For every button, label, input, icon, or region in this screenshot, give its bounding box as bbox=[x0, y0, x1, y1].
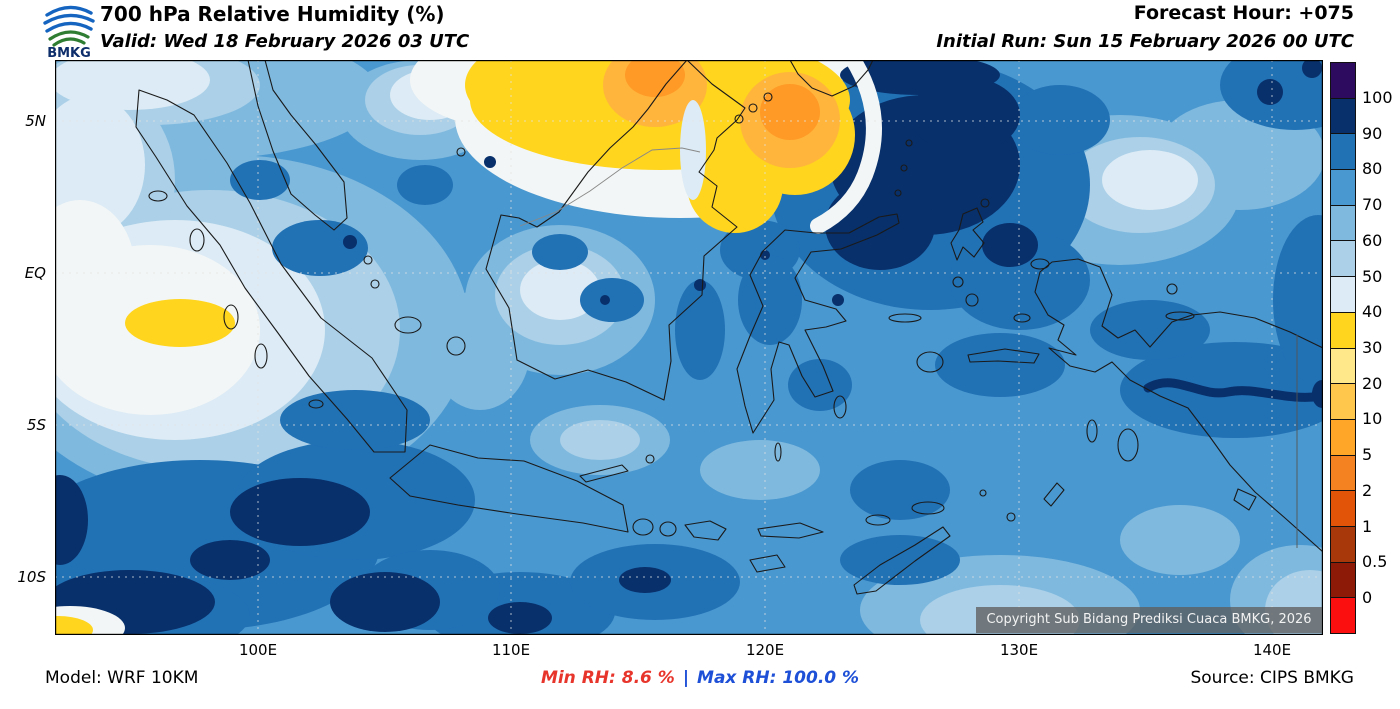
coastline-sumba bbox=[749, 554, 786, 573]
legend-segment bbox=[1331, 383, 1355, 419]
legend-label: 70 bbox=[1362, 195, 1383, 214]
x-tick-120e: 120E bbox=[745, 641, 785, 659]
legend-segment bbox=[1331, 240, 1355, 277]
source-label: Source: CIPS BMKG bbox=[1190, 668, 1354, 688]
y-tick-10s: 10S bbox=[17, 568, 46, 586]
legend-segment bbox=[1331, 63, 1355, 98]
y-tick-eq: EQ bbox=[24, 264, 46, 282]
coastline-timor bbox=[853, 526, 951, 595]
legend-label: 1 bbox=[1362, 517, 1373, 536]
coastline-java bbox=[389, 444, 629, 533]
y-tick-5s: 5S bbox=[26, 416, 46, 434]
legend-segment bbox=[1331, 418, 1355, 455]
legend-segment bbox=[1331, 561, 1355, 598]
coastline-sulawesi bbox=[736, 213, 900, 434]
papua-high-rh-band bbox=[1143, 378, 1323, 402]
map-frame bbox=[55, 60, 1323, 635]
coastline-tanimbar bbox=[1043, 482, 1065, 507]
logo-text: BMKG bbox=[47, 46, 91, 59]
initial-run: Initial Run: Sun 15 February 2026 00 UTC bbox=[936, 31, 1354, 52]
legend-label: 5 bbox=[1362, 445, 1373, 464]
rh-colorbar bbox=[1330, 62, 1356, 634]
x-tick-100e: 100E bbox=[238, 641, 278, 659]
legend-label: 50 bbox=[1362, 267, 1383, 286]
rh-fill-dry bbox=[55, 60, 882, 635]
legend-segment bbox=[1331, 311, 1355, 348]
legend-segment bbox=[1331, 133, 1355, 170]
legend-label: 2 bbox=[1362, 481, 1373, 500]
legend-label: 30 bbox=[1362, 338, 1383, 357]
coastline-papua bbox=[1034, 258, 1323, 553]
legend-label: 10 bbox=[1362, 409, 1383, 428]
coastline-seram bbox=[967, 348, 1040, 364]
coastline-borneo bbox=[485, 60, 746, 401]
max-rh-value: Max RH: 100.0 % bbox=[697, 668, 860, 688]
rh-fill-dark bbox=[55, 60, 1323, 635]
legend-segment bbox=[1331, 525, 1355, 562]
legend-segment bbox=[1331, 276, 1355, 312]
rh-extremes: Min RH: 8.6 % | Max RH: 100.0 % bbox=[541, 668, 859, 688]
min-rh-value: Min RH: 8.6 % bbox=[540, 668, 675, 688]
coastline-sumatra bbox=[135, 89, 408, 453]
legend-label: 80 bbox=[1362, 159, 1383, 178]
gridlines bbox=[55, 60, 1323, 635]
legend-segment bbox=[1331, 169, 1355, 205]
valid-time: Valid: Wed 18 February 2026 03 UTC bbox=[100, 31, 470, 52]
legend-label: 20 bbox=[1362, 374, 1383, 393]
country-borders bbox=[519, 147, 1298, 548]
legend-label: 60 bbox=[1362, 231, 1383, 250]
separator: | bbox=[682, 668, 690, 688]
copyright-overlay: Copyright Sub Bidang Prediksi Cuaca BMKG… bbox=[976, 607, 1322, 633]
legend-segment bbox=[1331, 597, 1355, 633]
x-tick-140e: 140E bbox=[1252, 641, 1292, 659]
coastline-yos-sudarso bbox=[1233, 488, 1257, 511]
x-tick-130e: 130E bbox=[999, 641, 1039, 659]
coastline-flores bbox=[757, 522, 824, 539]
rh-map-canvas bbox=[55, 60, 1323, 635]
legend-label: 40 bbox=[1362, 302, 1383, 321]
forecast-hour: Forecast Hour: +075 bbox=[1133, 2, 1354, 24]
legend-label: 90 bbox=[1362, 124, 1383, 143]
coastline-halmahera bbox=[950, 207, 985, 261]
model-label: Model: WRF 10KM bbox=[45, 668, 199, 688]
y-tick-5n: 5N bbox=[25, 112, 46, 130]
logo-wave-icon bbox=[45, 5, 93, 17]
border-borneo bbox=[519, 147, 701, 227]
legend-label: 0 bbox=[1362, 588, 1373, 607]
legend-label: 100 bbox=[1362, 88, 1393, 107]
coastline-mindanao bbox=[789, 60, 874, 97]
coastline-sumbawa bbox=[684, 520, 727, 541]
page-title: 700 hPa Relative Humidity (%) bbox=[100, 2, 445, 26]
bmkg-logo: BMKG bbox=[43, 5, 95, 59]
legend-segment bbox=[1331, 347, 1355, 384]
x-tick-110e: 110E bbox=[491, 641, 531, 659]
coastline-malay-peninsula bbox=[247, 60, 348, 231]
legend-segment bbox=[1331, 97, 1355, 134]
legend-segment bbox=[1331, 490, 1355, 526]
coastline-madura bbox=[579, 464, 629, 483]
coastlines bbox=[135, 60, 1323, 595]
legend-segment bbox=[1331, 204, 1355, 241]
legend-segment bbox=[1331, 454, 1355, 491]
legend-label: 0.5 bbox=[1362, 552, 1388, 571]
